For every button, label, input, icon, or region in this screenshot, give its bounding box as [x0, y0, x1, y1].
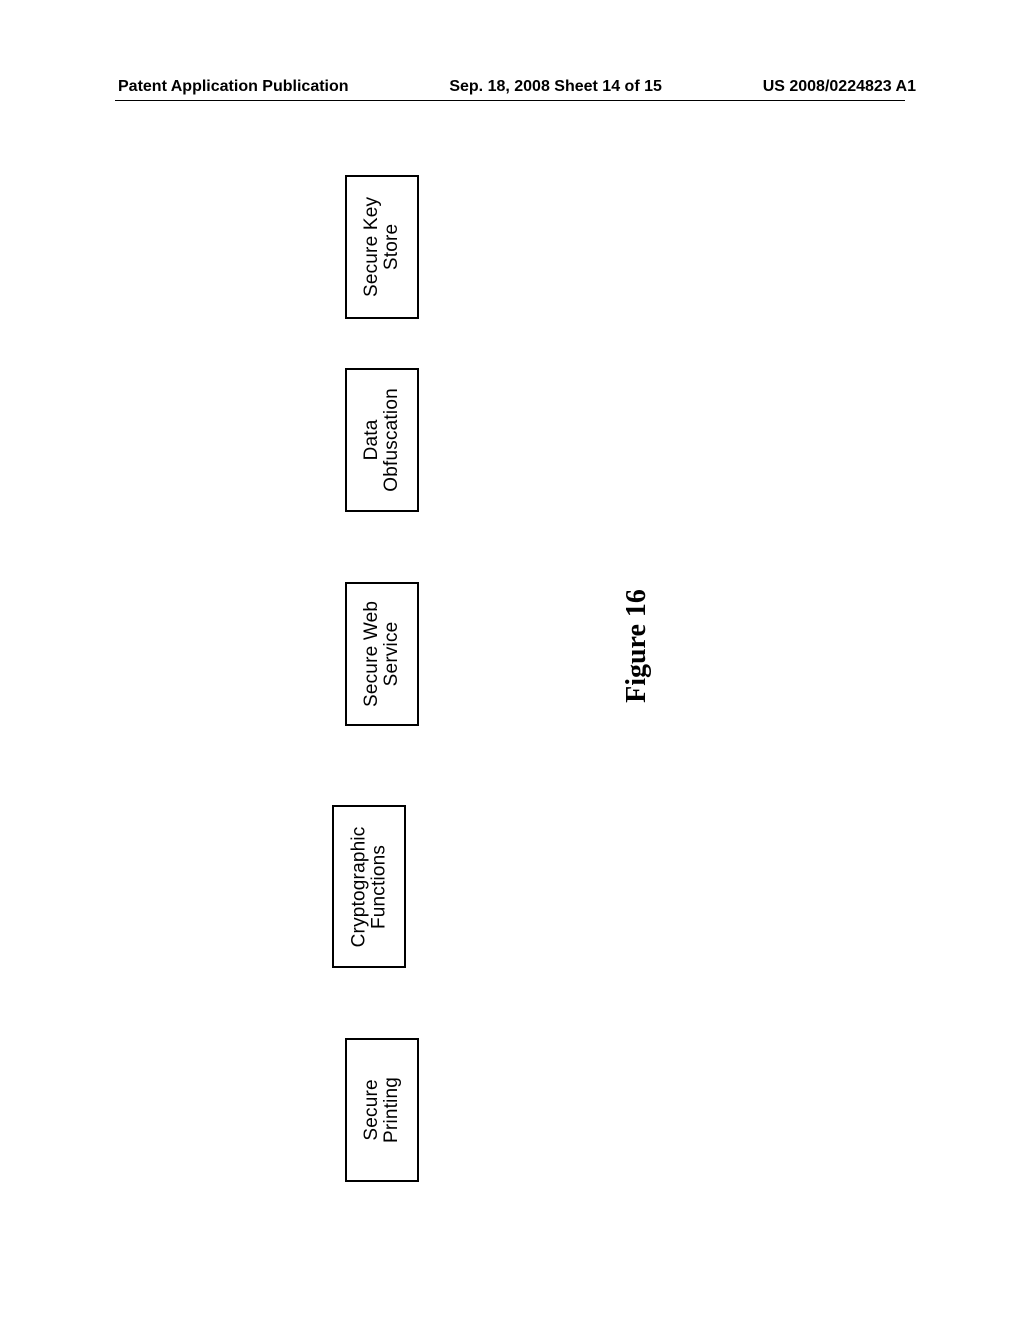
- header-center: Sep. 18, 2008 Sheet 14 of 15: [449, 78, 662, 96]
- box-secure-key-store: Secure Key Store: [345, 175, 419, 319]
- box-label: Secure Key Store: [362, 197, 402, 297]
- box-secure-web-service: Secure Web Service: [345, 582, 419, 726]
- page-header: Patent Application Publication Sep. 18, …: [0, 78, 1024, 96]
- header-left: Patent Application Publication: [118, 78, 349, 96]
- box-cryptographic-functions: Cryptographic Functions: [332, 805, 406, 968]
- figure-label: Figure 16: [621, 589, 653, 703]
- box-label: Cryptographic Functions: [349, 826, 389, 947]
- box-label: Secure Web Service: [362, 601, 402, 707]
- header-right: US 2008/0224823 A1: [763, 78, 916, 96]
- page: Patent Application Publication Sep. 18, …: [0, 0, 1024, 1320]
- header-rule: [115, 100, 905, 101]
- box-secure-printing: Secure Printing: [345, 1038, 419, 1182]
- box-data-obfuscation: Data Obfuscation: [345, 368, 419, 512]
- box-label: Secure Printing: [362, 1077, 402, 1143]
- box-label: Data Obfuscation: [362, 388, 402, 492]
